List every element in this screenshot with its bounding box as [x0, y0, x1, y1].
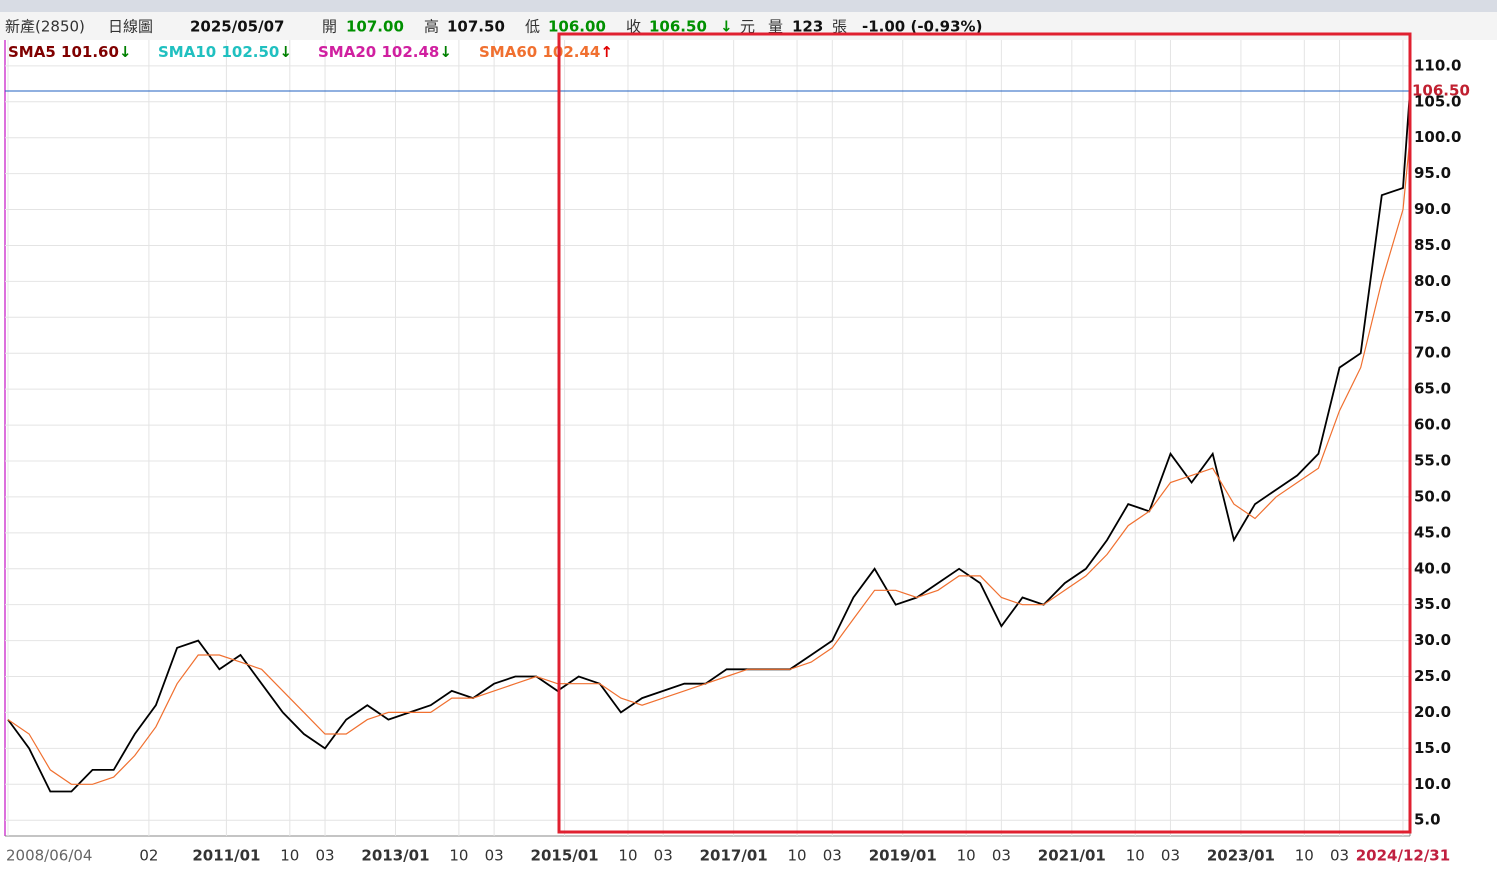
- x-tick-label: 2017/01: [700, 847, 768, 865]
- close-arrow: ↓: [720, 18, 733, 36]
- header-open-label: 開: [322, 18, 337, 36]
- y-tick-label: 35.0: [1414, 595, 1451, 613]
- x-tick-label: 2015/01: [531, 847, 599, 865]
- x-tick-label: 10: [788, 847, 807, 865]
- indicator-label: SMA20 102.48↓: [318, 43, 452, 61]
- header-open: 107.00: [346, 18, 404, 36]
- header-low-label: 低: [525, 18, 540, 36]
- indicator-arrow: ↓: [279, 43, 292, 61]
- y-tick-label: 110.0: [1414, 56, 1461, 74]
- y-tick-label: 25.0: [1414, 667, 1451, 685]
- indicator-arrow: ↑: [600, 43, 613, 61]
- indicator-name: SMA60: [479, 43, 537, 61]
- y-tick-label: 55.0: [1414, 451, 1451, 469]
- x-tick-label: 10: [449, 847, 468, 865]
- header-unit: 元: [740, 18, 755, 36]
- header-change: -1.00 (-0.93%): [862, 18, 982, 36]
- x-tick-label: 2008/06/04: [6, 847, 92, 865]
- y-tick-label: 80.0: [1414, 272, 1451, 290]
- indicator-label: SMA5 101.60↓: [8, 43, 131, 61]
- indicator-name: SMA10: [158, 43, 216, 61]
- x-tick-label: 10: [1295, 847, 1314, 865]
- header-close-label: 收: [626, 18, 641, 36]
- series-line: [7, 137, 1411, 785]
- x-tick-label: 2013/01: [361, 847, 429, 865]
- indicator-name: SMA20: [318, 43, 376, 61]
- indicator-value: 102.44: [542, 43, 600, 61]
- x-tick-label: 10: [280, 847, 299, 865]
- x-tick-label: 03: [1330, 847, 1349, 865]
- x-tick-label: 2019/01: [869, 847, 937, 865]
- x-tick-label: 2023/01: [1207, 847, 1275, 865]
- y-tick-label: 40.0: [1414, 559, 1451, 577]
- header-volume-label: 量: [768, 18, 783, 36]
- indicator-name: SMA5: [8, 43, 56, 61]
- indicator-value: 101.60: [61, 43, 119, 61]
- y-tick-label: 100.0: [1414, 128, 1461, 146]
- indicator-arrow: ↓: [119, 43, 132, 61]
- y-tick-label: 95.0: [1414, 164, 1451, 182]
- header-volume: 123: [792, 18, 823, 36]
- x-tick-label: 03: [315, 847, 334, 865]
- x-tick-label: 10: [618, 847, 637, 865]
- header-close: 106.50: [649, 18, 707, 36]
- x-tick-label: 2024/12/31: [1356, 847, 1450, 865]
- y-tick-label: 75.0: [1414, 308, 1451, 326]
- header-high: 107.50: [447, 18, 505, 36]
- x-tick-label: 03: [823, 847, 842, 865]
- x-tick-label: 03: [992, 847, 1011, 865]
- header-date: 2025/05/07: [190, 18, 284, 36]
- y-tick-label: 70.0: [1414, 344, 1451, 362]
- header-high-label: 高: [424, 18, 439, 36]
- highlight-box: [557, 32, 1412, 834]
- y-tick-label: 65.0: [1414, 380, 1451, 398]
- indicator-value: 102.50: [221, 43, 279, 61]
- x-tick-label: 2021/01: [1038, 847, 1106, 865]
- indicator-label: SMA60 102.44↑: [479, 43, 613, 61]
- indicator-arrow: ↓: [439, 43, 452, 61]
- indicator-label: SMA10 102.50↓: [158, 43, 292, 61]
- header-stock: 新產(2850): [5, 18, 85, 36]
- y-tick-label: 45.0: [1414, 523, 1451, 541]
- x-tick-label: 03: [1161, 847, 1180, 865]
- y-tick-label: 50.0: [1414, 487, 1451, 505]
- x-tick-label: 10: [957, 847, 976, 865]
- x-tick-label: 03: [654, 847, 673, 865]
- x-tick-label: 2011/01: [192, 847, 260, 865]
- x-tick-label: 03: [485, 847, 504, 865]
- x-tick-label: 02: [139, 847, 158, 865]
- toolbar: [0, 0, 1497, 12]
- price-label: 106.50: [1412, 82, 1470, 100]
- y-tick-label: 90.0: [1414, 200, 1451, 218]
- header-volume-unit: 張: [832, 18, 847, 36]
- y-tick-label: 60.0: [1414, 416, 1451, 434]
- x-tick-label: 10: [1126, 847, 1145, 865]
- y-tick-label: 15.0: [1414, 739, 1451, 757]
- y-tick-label: 20.0: [1414, 703, 1451, 721]
- indicator-value: 102.48: [381, 43, 439, 61]
- y-tick-label: 85.0: [1414, 236, 1451, 254]
- header-period: 日線圖: [108, 18, 153, 36]
- y-tick-label: 5.0: [1414, 811, 1441, 829]
- series-line: [7, 90, 1411, 793]
- y-tick-label: 105.0: [1414, 92, 1461, 110]
- y-tick-label: 10.0: [1414, 775, 1451, 793]
- header-low: 106.00: [548, 18, 606, 36]
- y-tick-label: 30.0: [1414, 631, 1451, 649]
